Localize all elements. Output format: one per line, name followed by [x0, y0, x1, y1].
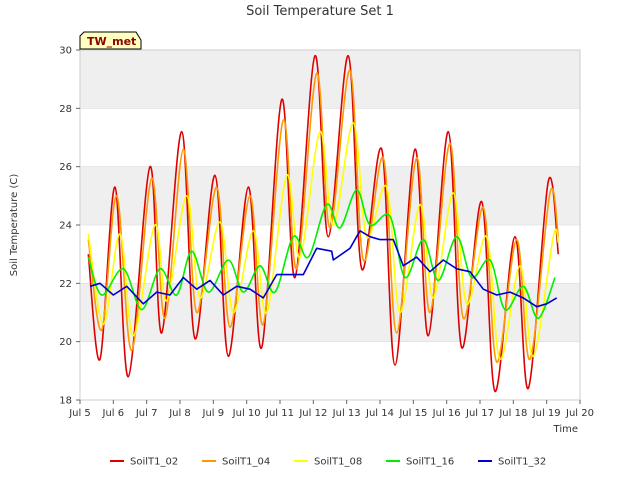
badge-label: TW_met [87, 35, 136, 48]
series-line-soilt1-04 [87, 69, 560, 363]
chart-title: Soil Temperature Set 1 [246, 4, 394, 19]
y-tick-label: 26 [59, 162, 72, 173]
plot-band [80, 50, 580, 109]
series-line-soilt1-02 [87, 54, 560, 393]
legend-label: SoilT1_16 [406, 457, 454, 468]
x-tick-label: Jul 12 [298, 408, 327, 419]
x-axis-label: Time [553, 424, 578, 435]
y-tick-label: 18 [59, 396, 72, 407]
x-tick-label: Jul 11 [265, 408, 294, 419]
x-tick-label: Jul 13 [332, 408, 361, 419]
series-lines [87, 54, 560, 393]
y-axis-label: Soil Temperature (C) [9, 174, 20, 277]
x-tick-label: Jul 5 [68, 408, 91, 419]
series-line-soilt1-32 [89, 230, 558, 308]
x-tick-label: Jul 16 [432, 408, 461, 419]
x-tick-label: Jul 8 [168, 408, 191, 419]
x-axis-ticks: Jul 5 Jul 6 Jul 7 Jul 8 Jul 9 Jul 10 Jul 11 Jul… [68, 400, 594, 419]
x-tick-label: Jul 9 [202, 408, 225, 419]
plot-band [80, 225, 580, 284]
y-tick-label: 22 [59, 279, 72, 290]
plot-band [80, 341, 580, 400]
x-tick-label: Jul 14 [365, 408, 394, 419]
x-tick-label: Jul 17 [465, 408, 494, 419]
badge-shape [79, 31, 142, 50]
x-tick-label: Jul 6 [102, 408, 125, 419]
legend-label: SoilT1_32 [498, 457, 546, 468]
legend-label: SoilT1_04 [222, 457, 270, 468]
x-tick-label: Jul 15 [398, 408, 427, 419]
y-tick-label: 28 [59, 104, 72, 115]
legend: SoilT1_02 SoilT1_04 SoilT1_08 SoilT1_16 Soil… [110, 457, 546, 468]
y-tick-label: 30 [59, 46, 72, 57]
y-tick-label: 24 [59, 221, 72, 232]
x-tick-label: Jul 19 [532, 408, 561, 419]
x-tick-label: Jul 10 [232, 408, 261, 419]
legend-label: SoilT1_02 [130, 457, 178, 468]
x-tick-label: Jul 20 [565, 408, 594, 419]
plot-background [80, 50, 580, 400]
y-tick-label: 20 [59, 337, 72, 348]
plot-band [80, 108, 580, 167]
x-tick-label: Jul 18 [498, 408, 527, 419]
series-line-soilt1-08 [87, 122, 560, 361]
tw-met-badge: TW_met [79, 31, 142, 50]
x-tick-label: Jul 7 [135, 408, 158, 419]
y-axis-ticks: 18 20 22 24 26 28 30 [59, 46, 80, 407]
legend-label: SoilT1_08 [314, 457, 362, 468]
